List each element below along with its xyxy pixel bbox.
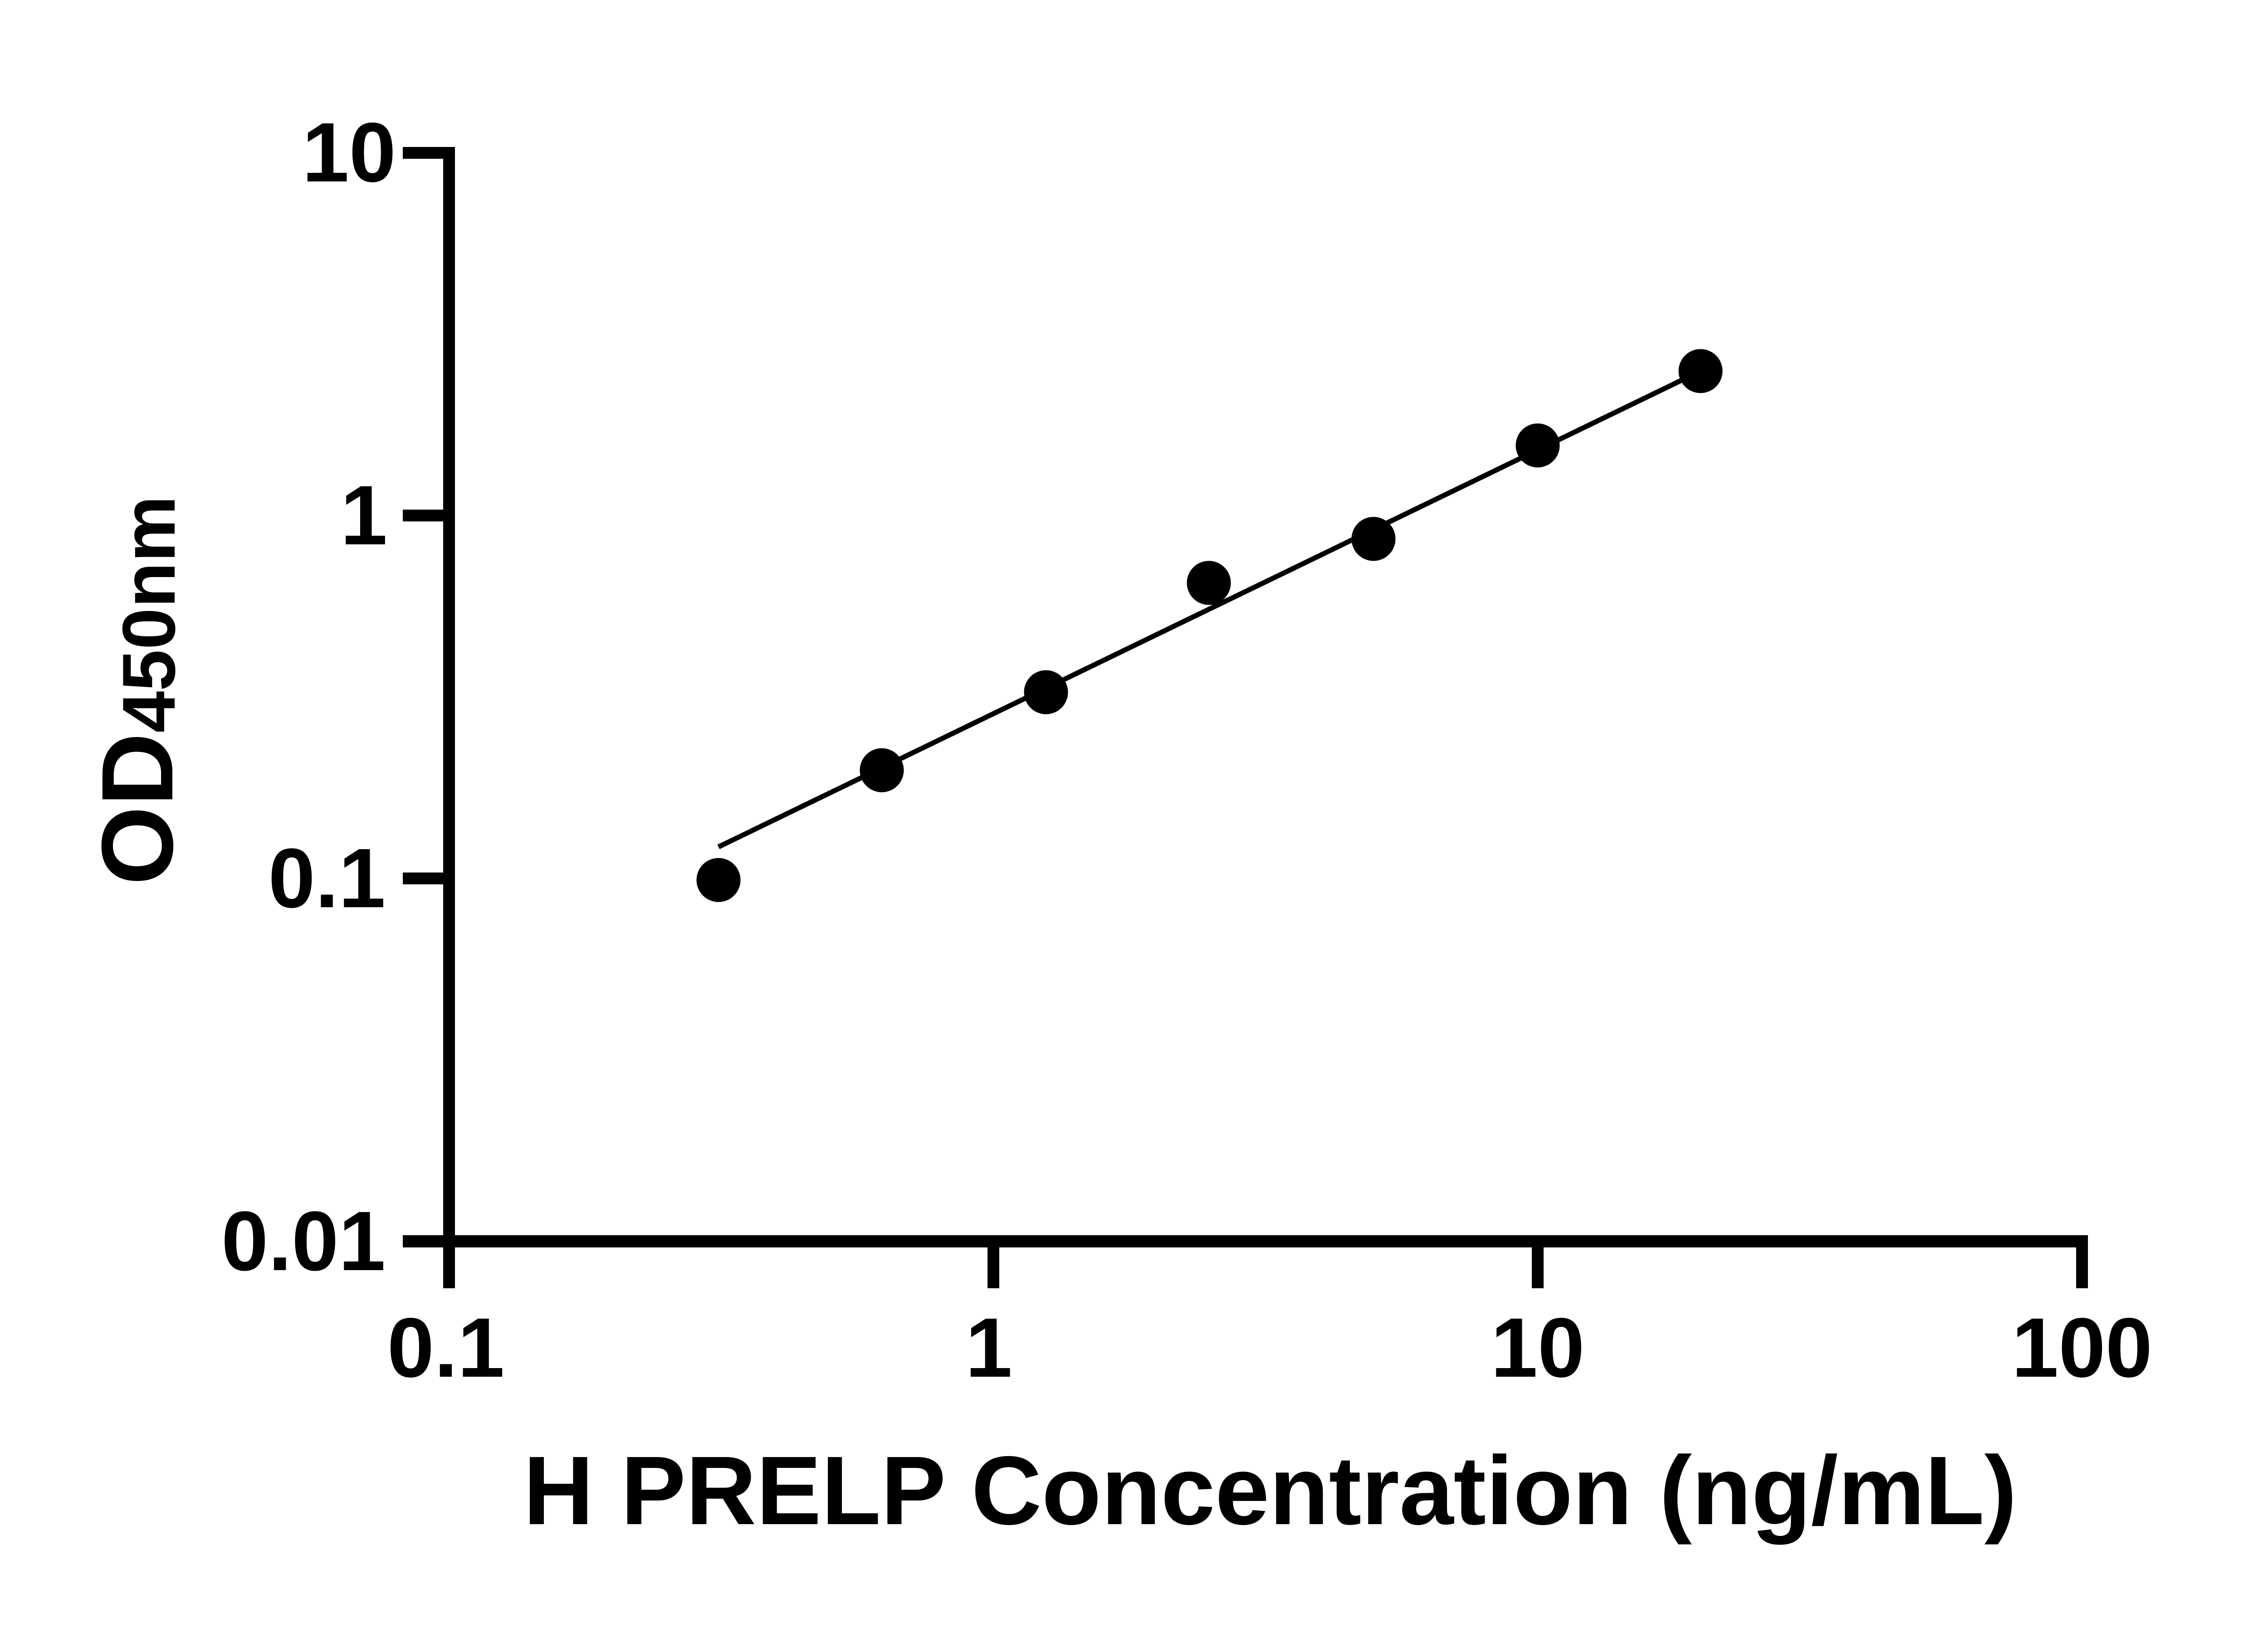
svg-text:100: 100 [2012,1301,2152,1395]
svg-text:H PRELP Concentration (ng/mL): H PRELP Concentration (ng/mL) [523,1436,2017,1545]
svg-text:10: 10 [1491,1301,1585,1395]
svg-text:0.1: 0.1 [387,1301,505,1395]
svg-text:0.1: 0.1 [268,831,386,925]
svg-text:10: 10 [302,106,396,200]
svg-text:0.01: 0.01 [221,1194,386,1288]
svg-text:1: 1 [965,1301,1012,1395]
svg-text:1: 1 [341,469,387,562]
